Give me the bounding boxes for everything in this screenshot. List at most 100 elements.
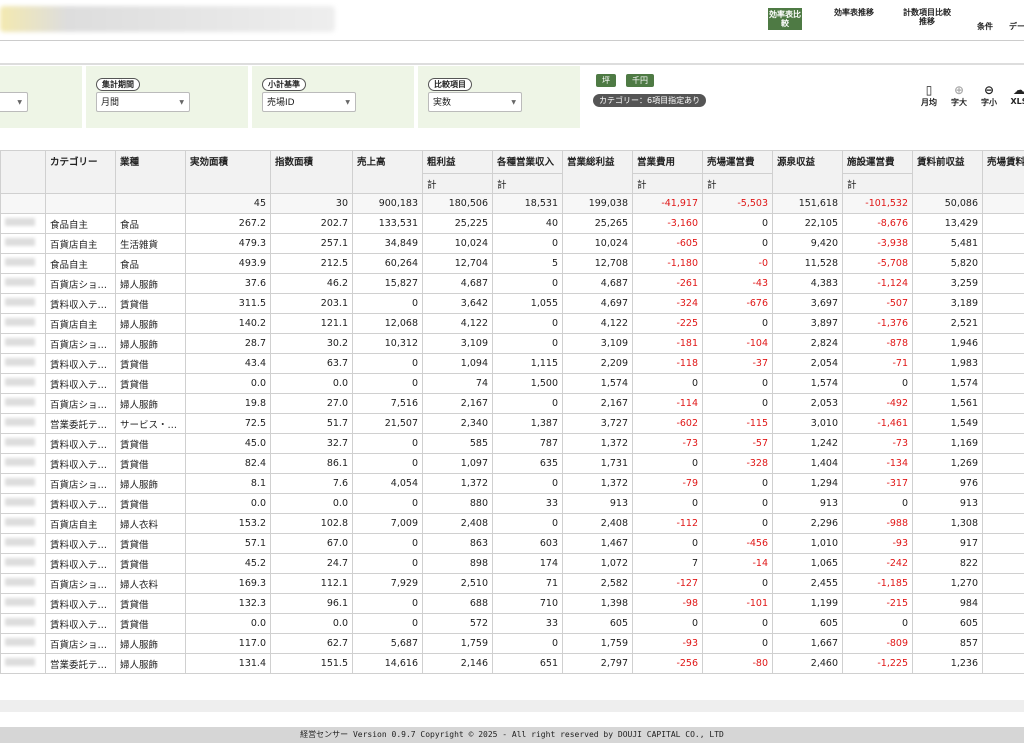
cell: 2,340 — [422, 413, 493, 434]
cell: 30.2 — [270, 333, 353, 354]
cell: 74 — [422, 373, 493, 394]
cell: -93 — [842, 533, 913, 554]
cell: 4,687 — [562, 273, 633, 294]
button[interactable]: 条件 — [977, 22, 993, 31]
button[interactable]: 効率表推移 — [834, 8, 874, 17]
cell: 4,687 — [422, 273, 493, 294]
button[interactable]: 効率表比較 — [768, 8, 802, 30]
cell: -43 — [702, 273, 773, 294]
blurred-id — [5, 218, 35, 226]
cell: -127 — [632, 573, 703, 594]
header-cell[interactable]: 施設運営費 — [842, 150, 913, 174]
header-cell[interactable]: 指数面積 — [270, 150, 353, 194]
cell: 0 — [702, 393, 773, 414]
header-cell[interactable]: 賃料前収益 — [912, 150, 983, 194]
header-cell[interactable]: 売上高 — [352, 150, 423, 194]
subheader-cell: 計 — [632, 173, 703, 194]
tool[interactable]: ☁XLS — [1006, 83, 1024, 106]
data-row: 賃料収入テ… 賃貸借 45.0 32.7 0 585 787 1,372 -73 -57 1,242… — [0, 433, 1024, 454]
cell: 82.4 — [185, 453, 271, 474]
cell: 2,167 — [562, 393, 633, 414]
tool[interactable]: ⊕ 字大 — [951, 83, 967, 107]
cell: 24.7 — [270, 553, 353, 574]
cell — [0, 573, 46, 594]
data-row: 賃料収入テ… 賃貸借 0.0 0.0 0 880 33 913 0 0 913 0 913 — [0, 493, 1024, 514]
header-cell[interactable]: 各種営業収入 — [492, 150, 563, 174]
header-cell[interactable]: 業種 — [115, 150, 186, 194]
cell: 3,010 — [772, 413, 843, 434]
cell: 46.2 — [270, 273, 353, 294]
cell — [982, 273, 1024, 294]
subheader-cell: 計 — [702, 173, 773, 194]
cell: 51.7 — [270, 413, 353, 434]
total-cell: 50,086 — [912, 193, 983, 214]
cell: -492 — [842, 393, 913, 414]
header-cell[interactable]: 営業総利益 — [562, 150, 633, 194]
cell — [45, 193, 116, 214]
cell — [0, 473, 46, 494]
blurred-id — [5, 418, 35, 426]
blurred-id — [5, 378, 35, 386]
cell: 8.1 — [185, 473, 271, 494]
cell: 0 — [492, 233, 563, 254]
cell — [982, 373, 1024, 394]
select[interactable] — [0, 92, 28, 113]
column-name: 指数面積 — [275, 157, 314, 168]
cell: 2,408 — [422, 513, 493, 534]
cell: 1,115 — [492, 353, 563, 374]
cell — [982, 233, 1024, 254]
cell: 1,667 — [772, 633, 843, 654]
data-row: 百貨店自主 生活雑貨 479.3 257.1 34,849 10,024 0 10,024 -6… — [0, 233, 1024, 254]
header-cell[interactable] — [0, 150, 46, 194]
header-cell[interactable]: 売場運営費 — [702, 150, 773, 174]
footer: 経営センサー Version 0.9.7 Copyright © 2025 - … — [0, 727, 1024, 743]
cell: 食品 — [115, 213, 186, 234]
data-row: 営業委託テ… 婦人服飾 131.4 151.5 14,616 2,146 651 2,797-… — [0, 653, 1024, 674]
button[interactable]: デー — [1009, 22, 1024, 31]
cell: 賃料収入テ… — [45, 613, 116, 634]
subheader-cell: 計 — [842, 173, 913, 194]
cell — [982, 293, 1024, 314]
header-cell[interactable]: カテゴリー — [45, 150, 116, 194]
header-cell[interactable]: 実効面積 — [185, 150, 271, 194]
select[interactable]: 実数 — [428, 92, 522, 113]
cell: 267.2 — [185, 213, 271, 234]
cell: 賃貸借 — [115, 533, 186, 554]
cell: 10,024 — [562, 233, 633, 254]
cell: 3,109 — [422, 333, 493, 354]
header-cell[interactable]: 源泉収益 — [772, 150, 843, 194]
cell: 19.8 — [185, 393, 271, 414]
cell: 71 — [492, 573, 563, 594]
cell: 1,574 — [562, 373, 633, 394]
cell: -809 — [842, 633, 913, 654]
cell: 0 — [842, 613, 913, 634]
data-row: 百貨店ショ… 婦人服飾 37.6 46.2 15,827 4,687 0 4,687 -261-… — [0, 273, 1024, 294]
header-cell[interactable]: 営業費用 — [632, 150, 703, 174]
cell — [0, 333, 46, 354]
cell: 1,574 — [912, 373, 983, 394]
header-cell[interactable]: 売場賃料 — [982, 150, 1024, 194]
cell: 3,642 — [422, 293, 493, 314]
cell: 1,097 — [422, 453, 493, 474]
cell: -317 — [842, 473, 913, 494]
cell: 5 — [492, 253, 563, 274]
select[interactable]: 月間 — [96, 92, 190, 113]
cell: 96.1 — [270, 593, 353, 614]
cell — [982, 553, 1024, 574]
cell — [982, 473, 1024, 494]
header-cell[interactable]: 粗利益 — [422, 150, 493, 174]
tool[interactable]: ⊖ 字小 — [981, 83, 997, 107]
button[interactable]: 計数項目比較推移 — [903, 8, 951, 26]
column-name: 各種営業収入 — [497, 157, 555, 168]
cell: 984 — [912, 593, 983, 614]
tool[interactable]: ▯ 月均 — [921, 83, 937, 107]
cell: 2,209 — [562, 353, 633, 374]
subheader-row: 計計計計計 — [1, 173, 1024, 194]
cell: 1,372 — [562, 473, 633, 494]
cell: 婦人服飾 — [115, 333, 186, 354]
cell: 5,481 — [912, 233, 983, 254]
cell: 賃貸借 — [115, 433, 186, 454]
select[interactable]: 売場ID — [262, 92, 356, 113]
cell: 898 — [422, 553, 493, 574]
cell: 710 — [492, 593, 563, 614]
